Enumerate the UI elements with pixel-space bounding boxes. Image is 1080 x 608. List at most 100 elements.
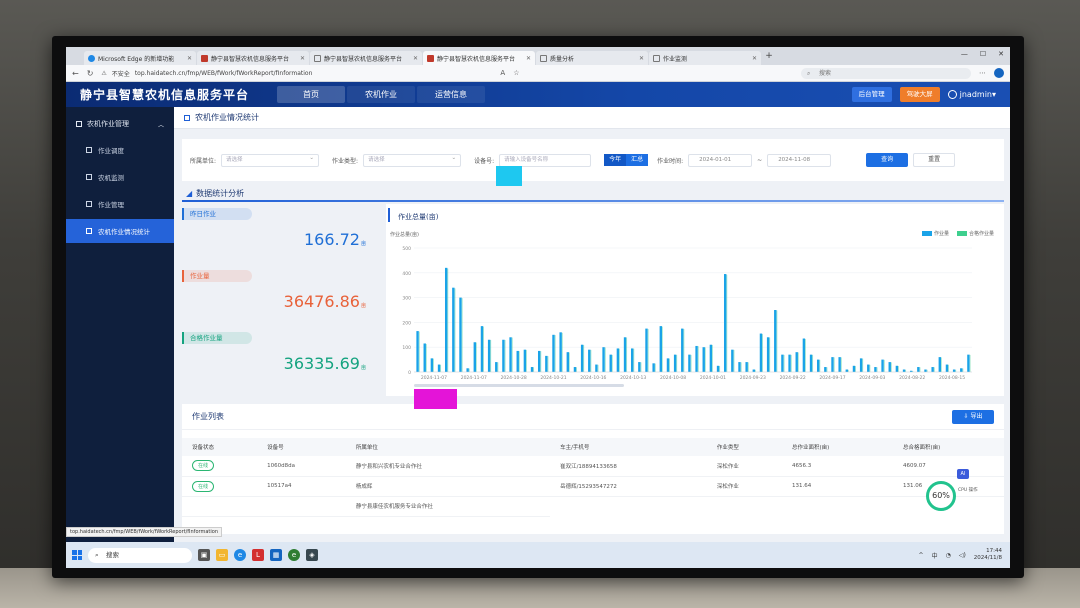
ai-badge[interactable]: AI: [957, 469, 969, 479]
profile-icon[interactable]: [994, 68, 1004, 78]
column-header[interactable]: 设备号: [257, 438, 346, 456]
chart-bar-qualified: [633, 348, 635, 372]
app-l-icon[interactable]: L: [252, 549, 264, 561]
performance-ring[interactable]: 60%: [926, 481, 956, 511]
chart-bar: [688, 354, 691, 372]
ie-icon[interactable]: e: [288, 549, 300, 561]
column-header[interactable]: 总合格面积(亩): [892, 438, 1004, 456]
chart-bar-qualified: [812, 354, 814, 372]
sidebar-item[interactable]: 农机作业情况统计: [66, 219, 174, 243]
favorite-icon[interactable]: ☆: [513, 69, 520, 77]
column-header[interactable]: 所属单位: [345, 438, 551, 456]
new-tab-icon[interactable]: +: [765, 51, 773, 61]
browser-tab[interactable]: Microsoft Edge 的新增功能 ✕: [84, 51, 196, 65]
browser-tab[interactable]: 质量分析 ✕: [536, 51, 648, 65]
chart-bar-qualified: [461, 298, 463, 372]
tab-close-icon[interactable]: ✕: [751, 54, 757, 62]
clock[interactable]: 17:44 2024/11/8: [974, 548, 1002, 562]
browser-tab[interactable]: 静宁县智慧农机信息服务平台 ✕: [310, 51, 422, 65]
ime-icon[interactable]: 中: [931, 552, 938, 560]
year-tab[interactable]: 今年: [604, 154, 627, 166]
extensions-icon[interactable]: ⋯: [979, 69, 986, 77]
chart-bar: [659, 326, 663, 372]
sidebar-item[interactable]: 作业调度: [66, 138, 174, 162]
kpi-value: 36335.69亩: [182, 354, 378, 373]
chart-bar-qualified: [662, 326, 663, 372]
taskbar-search[interactable]: 搜索: [88, 547, 192, 563]
column-header[interactable]: 总作业面积(亩): [782, 438, 893, 456]
sidebar-group[interactable]: 农机作业管理 ︿: [66, 113, 174, 135]
app-body: 农机作业管理 ︿ 作业调度 农机监测 作业管理 农机作业情况统计 农机作业情况统计 所…: [66, 107, 1010, 542]
browser-tab[interactable]: 作业监测 ✕: [649, 51, 761, 65]
task-view-icon[interactable]: ▣: [198, 549, 210, 561]
chart-bar-qualified: [526, 349, 527, 372]
chart-bar: [430, 358, 434, 372]
chart-bar: [473, 342, 477, 372]
column-header[interactable]: 设备状态: [182, 438, 258, 456]
query-button[interactable]: 查询: [866, 153, 909, 167]
read-aloud-icon[interactable]: A: [500, 69, 506, 77]
url-field[interactable]: ⚠ 不安全 top.haidatech.cn/fmp/WEB/fWork/fWo…: [101, 69, 312, 78]
sidebar-item[interactable]: 作业管理: [66, 192, 174, 216]
unit-select[interactable]: 请选择: [221, 153, 320, 167]
export-button[interactable]: ⇩ 导出: [952, 409, 994, 424]
chart-bar: [802, 338, 806, 372]
chart-bar: [745, 362, 748, 372]
list-header: 作业列表 ⇩ 导出: [182, 404, 1004, 430]
refresh-icon[interactable]: ↻: [86, 68, 94, 78]
chart-bar: [788, 354, 791, 372]
chart-bar-qualified: [590, 349, 592, 372]
table-row[interactable]: 在线 1060d8da 静宁县和兴农机专业合作社 崔双江/18894133658 深松作…: [182, 456, 1004, 477]
sidebar-item-label: 作业管理: [98, 201, 124, 209]
end-date-input[interactable]: 2024-11-08: [767, 153, 832, 167]
column-header[interactable]: 作业类型: [706, 438, 783, 456]
chart-bar: [716, 365, 720, 372]
top-nav-item[interactable]: 运营信息: [417, 86, 486, 103]
legend-item[interactable]: 合格作业量: [956, 230, 994, 237]
tab-close-icon[interactable]: ✕: [412, 54, 418, 62]
table-row-partial[interactable]: 静宁县康佳农机服务专业合作社: [182, 496, 1004, 517]
sidebar-item[interactable]: 农机监测: [66, 165, 174, 189]
device-input[interactable]: 请输入设备号名称: [499, 153, 592, 167]
folder-icon[interactable]: ▭: [216, 549, 228, 561]
edge-icon[interactable]: e: [234, 549, 246, 561]
back-icon[interactable]: ←: [72, 68, 79, 78]
tab-close-icon[interactable]: ✕: [186, 54, 192, 62]
chevron-up-tray-icon[interactable]: ^: [918, 551, 924, 559]
chart-bar-qualified: [676, 354, 678, 372]
kpi-value: 166.72亩: [182, 230, 378, 249]
chart-bar-qualified: [469, 368, 470, 372]
top-nav-item[interactable]: 农机作业: [347, 86, 416, 103]
top-nav-item[interactable]: 首页: [277, 86, 346, 103]
kpi-number: 166.72: [304, 230, 360, 249]
chart-bar-qualified: [969, 354, 971, 372]
reset-button[interactable]: 重置: [913, 153, 956, 167]
windows-start-icon[interactable]: [72, 550, 82, 560]
user-menu[interactable]: jnadmin▾: [947, 90, 996, 99]
chart-bar: [487, 339, 491, 372]
close-icon[interactable]: ✕: [998, 50, 1004, 58]
app-active-icon[interactable]: ◈: [306, 549, 318, 561]
big-screen-button[interactable]: 驾驶大屏: [899, 87, 940, 102]
minimize-icon[interactable]: —: [960, 50, 968, 58]
legend-item[interactable]: 作业量: [921, 230, 949, 237]
store-icon[interactable]: ▦: [270, 549, 282, 561]
chart-bar: [967, 354, 970, 372]
table-row[interactable]: 在线 10517a4 杨成辉 岳德辉/15293547272 深松作业 131.64 131…: [182, 476, 1004, 497]
maximize-icon[interactable]: ☐: [979, 50, 987, 58]
tab-close-icon[interactable]: ✕: [299, 54, 305, 62]
type-select[interactable]: 请选择: [363, 153, 462, 167]
browser-tab[interactable]: 静宁县智慧农机信息服务平台 ✕: [423, 51, 535, 65]
browser-search-input[interactable]: 搜索: [801, 67, 971, 79]
column-header[interactable]: 车主/手机号: [550, 438, 707, 456]
network-icon[interactable]: ◔: [945, 551, 951, 559]
start-date-input[interactable]: 2024-01-01: [688, 153, 753, 167]
tab-close-icon[interactable]: ✕: [638, 54, 644, 62]
browser-tab[interactable]: 静宁县智慧农机信息服务平台 ✕: [197, 51, 309, 65]
tab-close-icon[interactable]: ✕: [525, 54, 531, 62]
summary-tab[interactable]: 汇总: [626, 154, 649, 166]
admin-button[interactable]: 后台管理: [851, 87, 892, 102]
volume-icon[interactable]: ◁): [958, 551, 966, 559]
chart-bar-qualified: [576, 367, 577, 372]
address-bar: ← ↻ ⚠ 不安全 top.haidatech.cn/fmp/WEB/fWork…: [66, 65, 1010, 82]
